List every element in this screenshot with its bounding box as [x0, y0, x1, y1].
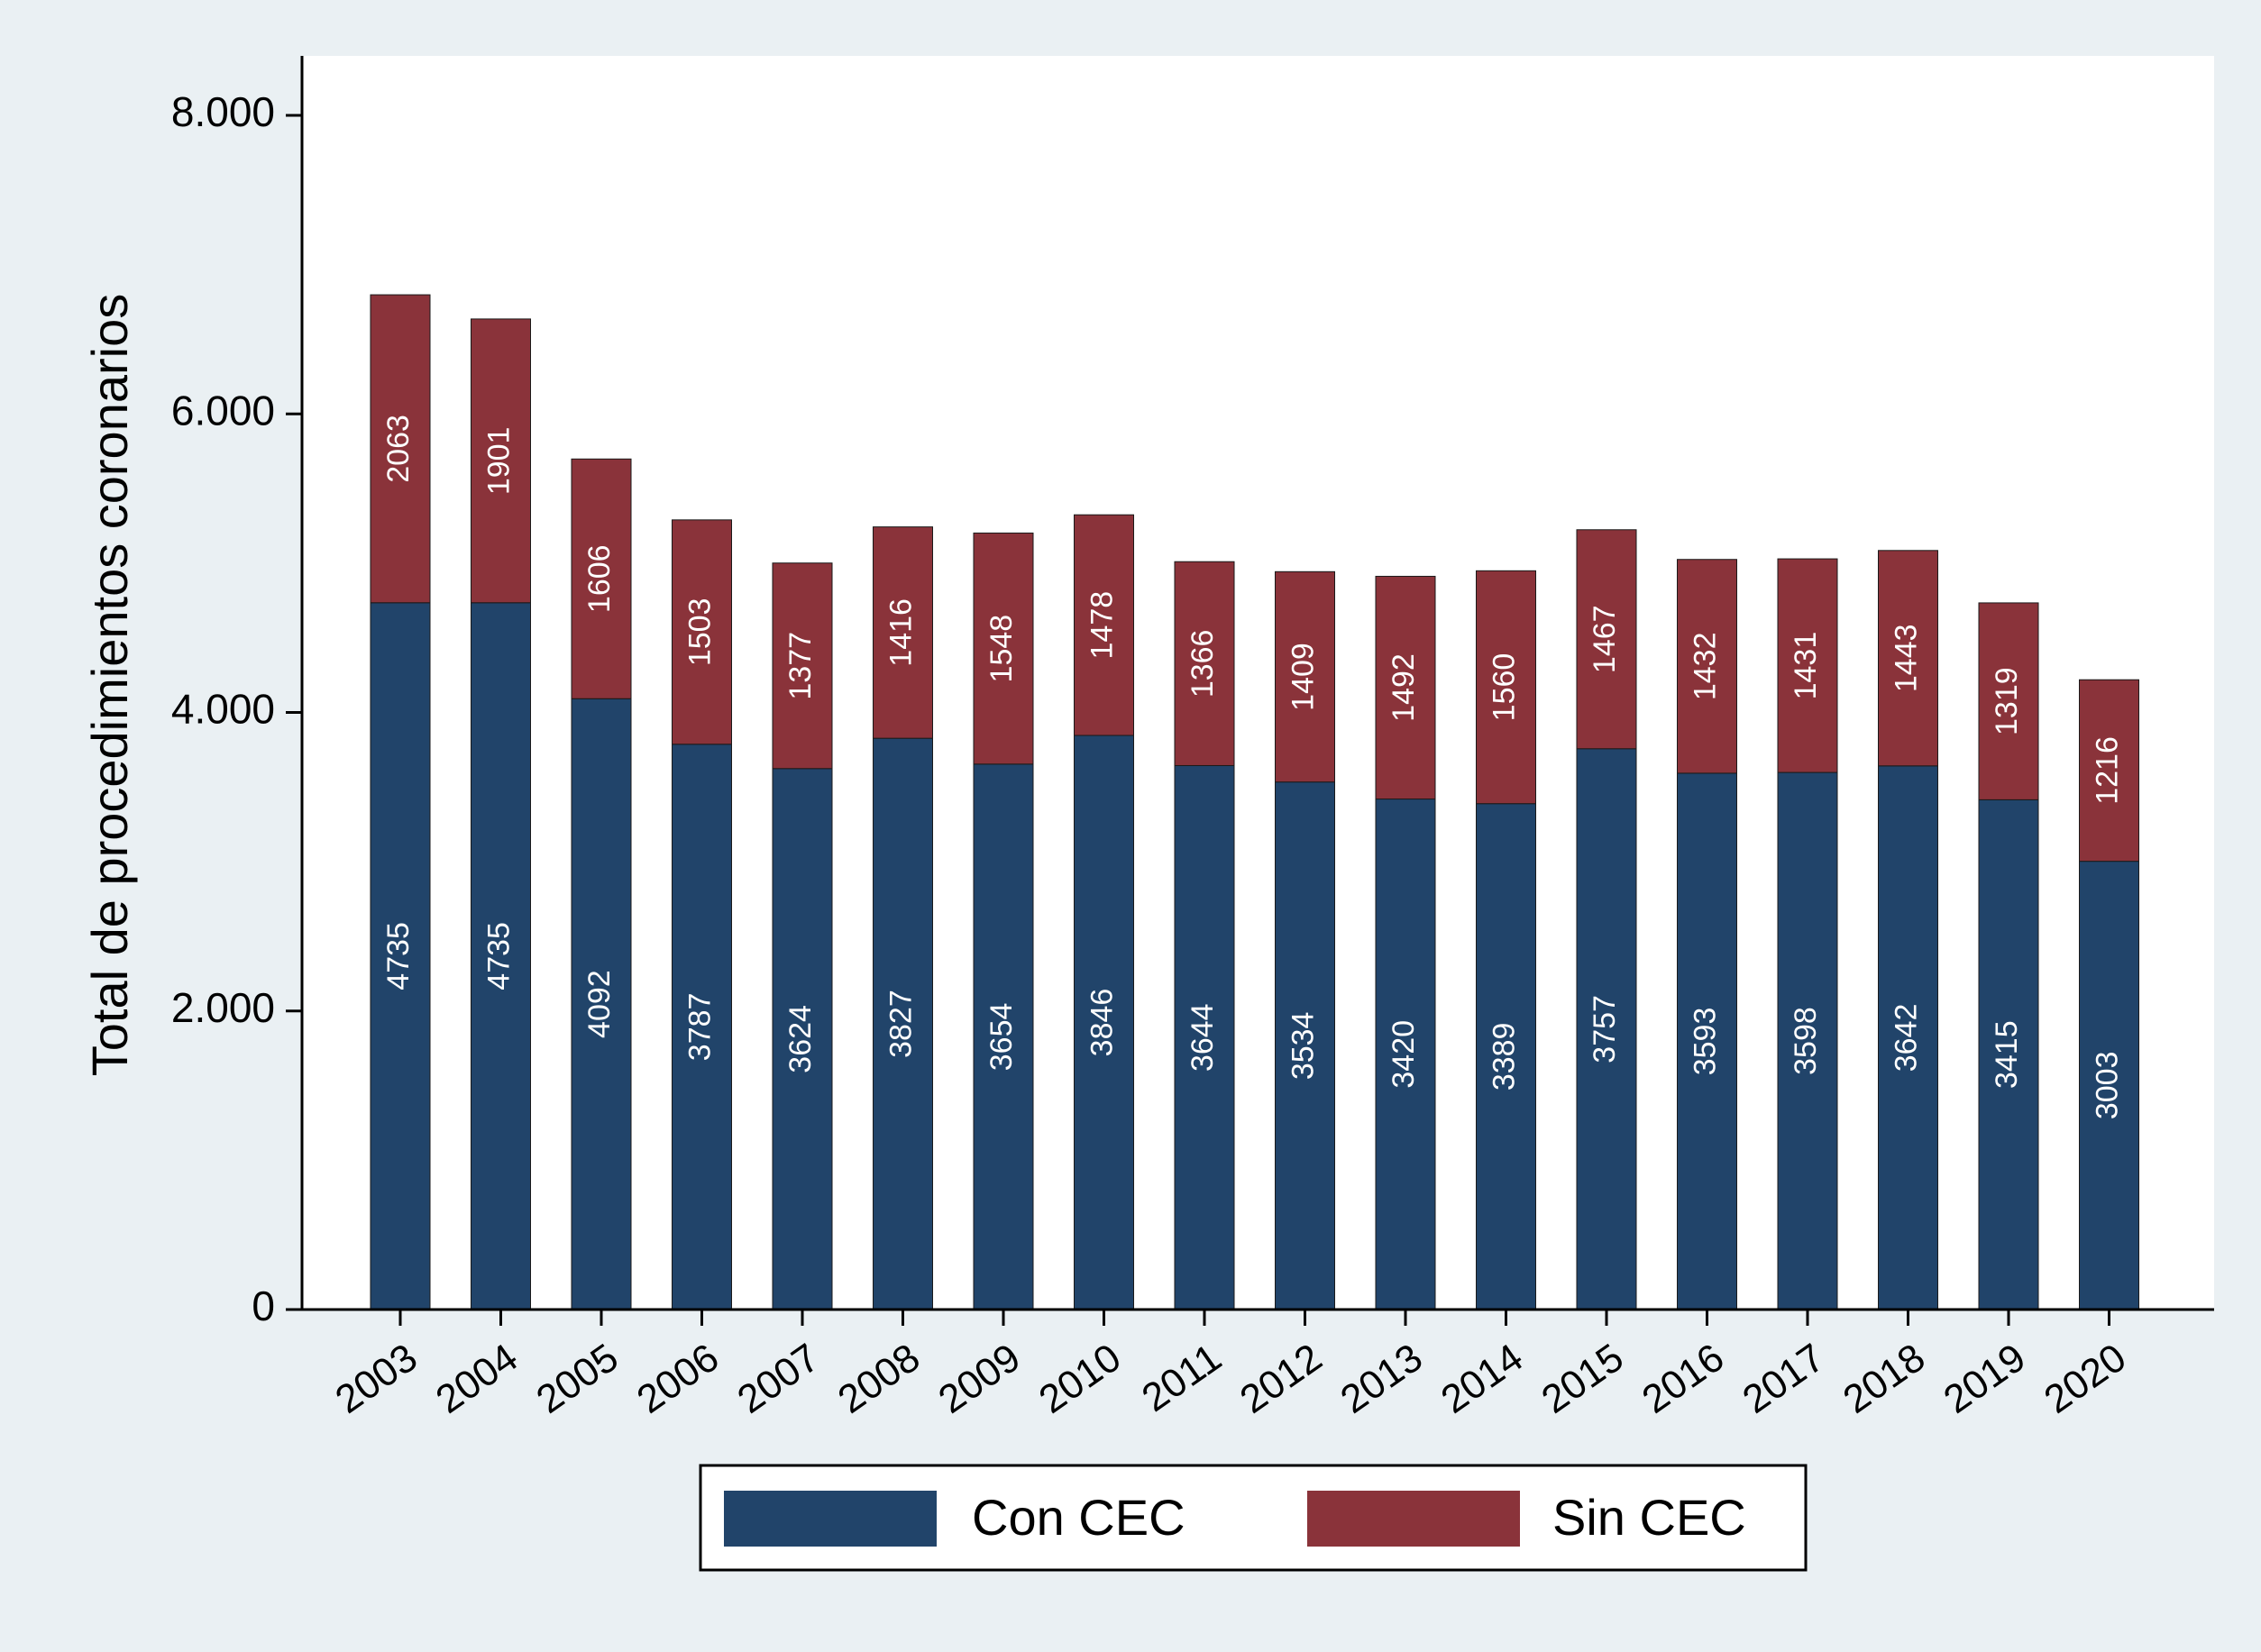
bar-sin-cec	[1576, 529, 1637, 750]
data-label-con-cec: 3420	[1387, 1020, 1421, 1089]
bar-con-cec	[1375, 799, 1436, 1310]
bar-con-cec	[1476, 803, 1536, 1310]
data-label-sin-cec: 1366	[1185, 630, 1220, 698]
bar-sin-cec	[1677, 559, 1737, 774]
data-label-con-cec: 3642	[1889, 1004, 1923, 1072]
bar-con-cec	[1878, 765, 1938, 1310]
data-label-sin-cec: 1432	[1688, 633, 1722, 701]
data-label-sin-cec: 1478	[1085, 591, 1119, 660]
data-label-sin-cec: 1377	[783, 632, 818, 700]
data-label-sin-cec: 1319	[1990, 667, 2024, 735]
data-label-sin-cec: 1492	[1387, 653, 1421, 722]
data-label-sin-cec: 1503	[682, 598, 717, 666]
y-axis: 0 2.000 4.000 6.000 8.000	[171, 88, 302, 1329]
data-label-con-cec: 3787	[682, 993, 717, 1062]
bar-con-cec	[973, 763, 1034, 1310]
legend-label: Con CEC	[972, 1489, 1185, 1546]
bar-con-cec	[1275, 781, 1335, 1310]
data-label-con-cec: 3624	[783, 1005, 818, 1073]
bar-sin-cec	[1375, 575, 1436, 800]
data-label-sin-cec: 1548	[984, 615, 1019, 683]
bar-sin-cec	[1074, 514, 1134, 736]
bar-sin-cec	[2079, 679, 2139, 863]
data-label-con-cec: 3389	[1487, 1023, 1521, 1091]
bars-layer	[370, 294, 2139, 1310]
data-label-sin-cec: 1606	[582, 544, 617, 613]
bar-sin-cec	[1476, 570, 1536, 805]
bar-sin-cec	[471, 318, 531, 604]
data-label-con-cec: 3757	[1588, 995, 1622, 1063]
data-label-sin-cec: 1467	[1588, 605, 1622, 673]
bar-con-cec	[1576, 748, 1637, 1310]
legend-label: Sin CEC	[1552, 1489, 1746, 1546]
data-label-con-cec: 3644	[1185, 1003, 1220, 1072]
data-label-sin-cec: 1431	[1789, 632, 1823, 700]
bar-con-cec	[1074, 735, 1134, 1310]
data-label-sin-cec: 1409	[1286, 643, 1320, 711]
bar-sin-cec	[370, 294, 431, 604]
bar-sin-cec	[1978, 602, 2039, 800]
bar-sin-cec	[1174, 561, 1235, 766]
y-tick-label: 6.000	[171, 387, 275, 434]
bar-con-cec	[672, 744, 732, 1310]
data-label-con-cec: 3654	[984, 1003, 1019, 1072]
legend: Con CEC Sin CEC	[699, 1464, 1808, 1572]
bar-con-cec	[1677, 772, 1737, 1310]
data-label-sin-cec: 2063	[381, 415, 416, 483]
data-label-con-cec: 3003	[2090, 1051, 2124, 1119]
y-axis-label: Total de procedimientos coronarios	[81, 294, 138, 1076]
data-label-con-cec: 4092	[582, 970, 617, 1038]
bar-con-cec	[1174, 764, 1235, 1310]
bar-sin-cec	[571, 458, 632, 699]
data-label-sin-cec: 1216	[2090, 736, 2124, 805]
y-tick-label: 8.000	[171, 88, 275, 135]
data-label-sin-cec: 1443	[1889, 624, 1923, 692]
data-label-con-cec: 4735	[381, 922, 416, 990]
bar-sin-cec	[1878, 550, 1938, 767]
bar-sin-cec	[973, 532, 1034, 765]
data-label-con-cec: 3598	[1789, 1007, 1823, 1075]
data-label-con-cec: 3415	[1990, 1020, 2024, 1089]
data-label-sin-cec: 1416	[883, 598, 918, 667]
bar-sin-cec	[873, 526, 933, 739]
bar-con-cec	[471, 602, 531, 1310]
data-label-con-cec: 3846	[1085, 989, 1119, 1057]
data-label-con-cec: 3534	[1286, 1012, 1320, 1081]
bar-sin-cec	[672, 519, 732, 745]
data-label-con-cec: 3827	[883, 990, 918, 1058]
bar-sin-cec	[772, 562, 833, 770]
data-label-sin-cec: 1901	[481, 427, 516, 496]
bar-con-cec	[571, 698, 632, 1310]
data-label-con-cec: 4735	[481, 922, 516, 990]
data-label-con-cec: 3593	[1688, 1008, 1722, 1076]
data-labels-layer: 4735 2063 4735 1901 4092 1606 3787 1503 3624 1377…	[381, 415, 2125, 1119]
bar-con-cec	[2079, 861, 2139, 1310]
y-tick-label: 4.000	[171, 686, 275, 733]
legend-swatch	[1307, 1491, 1520, 1547]
y-tick-label: 2.000	[171, 984, 275, 1031]
data-label-sin-cec: 1560	[1487, 653, 1521, 722]
bar-sin-cec	[1777, 558, 1838, 773]
legend-swatch	[724, 1491, 937, 1547]
bar-con-cec	[873, 737, 933, 1310]
bar-sin-cec	[1275, 570, 1335, 783]
y-tick-label: 0	[252, 1282, 275, 1329]
